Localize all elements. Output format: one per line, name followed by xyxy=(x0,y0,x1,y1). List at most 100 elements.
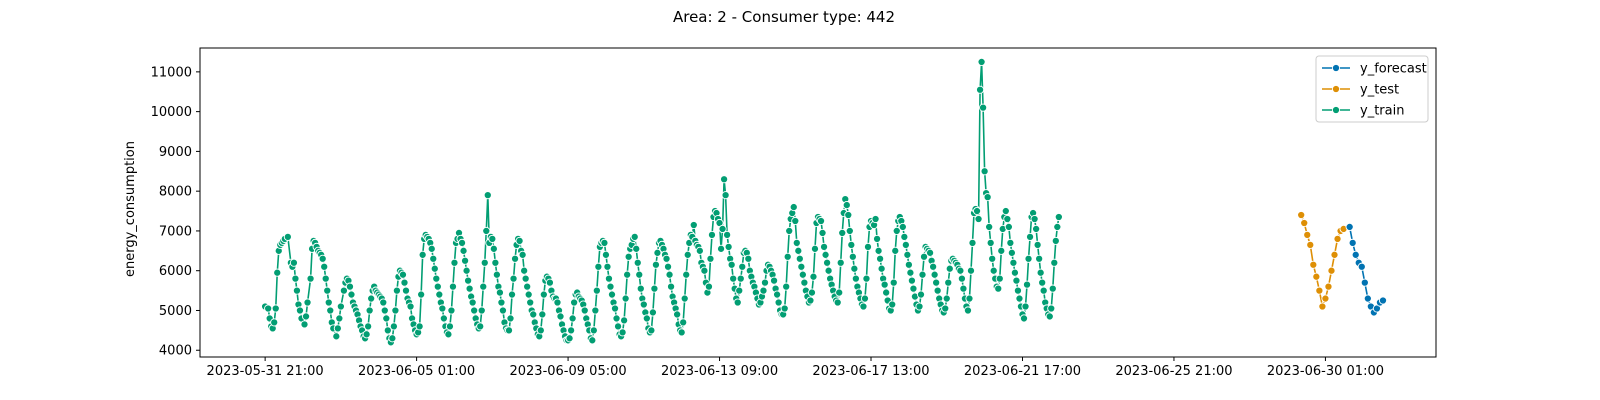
data-point xyxy=(651,260,660,269)
data-point xyxy=(1318,302,1327,311)
data-point xyxy=(457,238,467,247)
data-point xyxy=(1330,250,1339,259)
data-point xyxy=(738,262,747,271)
data-point xyxy=(904,260,913,269)
y-tick-label: 7000 xyxy=(159,224,192,239)
data-point xyxy=(1053,222,1062,232)
data-point xyxy=(736,274,745,283)
data-point xyxy=(380,306,389,315)
data-point xyxy=(432,274,441,283)
data-point xyxy=(809,272,818,281)
x-tick-label: 2023-06-17 13:00 xyxy=(812,364,929,379)
data-point xyxy=(1038,278,1047,287)
data-point xyxy=(859,302,868,311)
data-point xyxy=(963,306,973,315)
data-point xyxy=(836,258,845,267)
data-point xyxy=(1345,222,1354,232)
data-point xyxy=(1333,234,1342,243)
data-point xyxy=(704,282,713,291)
data-point xyxy=(523,282,532,291)
data-point xyxy=(335,314,344,323)
data-point xyxy=(539,290,548,299)
data-point xyxy=(1013,286,1022,295)
data-point xyxy=(800,278,809,287)
legend-item-y-test: y_test xyxy=(1322,83,1399,98)
data-point xyxy=(900,232,909,241)
data-point xyxy=(518,250,527,259)
data-point xyxy=(1048,284,1057,293)
x-tick-label: 2023-06-30 01:00 xyxy=(1267,364,1384,379)
data-point xyxy=(906,268,915,277)
data-point xyxy=(997,246,1006,255)
data-point xyxy=(1036,268,1045,277)
data-point xyxy=(524,290,533,299)
data-point xyxy=(695,246,704,255)
data-point xyxy=(488,234,497,243)
data-point xyxy=(1297,210,1306,220)
data-point xyxy=(667,282,676,291)
data-point xyxy=(479,282,488,291)
data-point xyxy=(871,214,880,224)
data-point xyxy=(306,274,315,283)
data-point xyxy=(1054,212,1063,222)
data-point xyxy=(1039,286,1048,295)
data-point xyxy=(495,288,504,297)
data-point xyxy=(406,302,415,311)
data-point xyxy=(339,286,348,295)
data-point xyxy=(612,314,621,323)
data-point xyxy=(785,226,794,235)
data-point xyxy=(482,226,491,235)
data-point xyxy=(797,262,806,271)
data-point xyxy=(707,230,717,239)
legend-label: y_forecast xyxy=(1360,62,1427,77)
data-point xyxy=(1022,280,1032,289)
data-point xyxy=(620,316,629,325)
data-point xyxy=(459,246,468,255)
data-point xyxy=(727,260,736,269)
data-point xyxy=(526,298,535,307)
data-point xyxy=(318,254,327,263)
data-point xyxy=(974,214,983,224)
legend: y_forecast y_test y_train xyxy=(1315,55,1429,123)
data-point xyxy=(820,242,829,251)
legend-item-y-forecast: y_forecast xyxy=(1322,62,1427,77)
data-point xyxy=(680,294,689,303)
axes: 4000 5000 6000 7000 8000 9000 10000 11000 2023-0… xyxy=(151,65,1384,379)
data-point xyxy=(807,288,816,297)
data-point xyxy=(324,298,333,307)
data-point xyxy=(415,322,424,331)
data-point xyxy=(642,314,651,323)
plot-area xyxy=(261,57,1388,347)
data-point xyxy=(979,103,988,112)
data-point xyxy=(976,85,985,94)
y-tick-label: 5000 xyxy=(159,304,192,319)
data-point xyxy=(465,284,474,293)
data-point xyxy=(929,262,938,271)
data-point xyxy=(477,306,486,315)
data-point xyxy=(945,264,954,273)
data-point xyxy=(679,318,688,327)
data-point xyxy=(720,175,729,184)
data-point xyxy=(1010,268,1019,277)
data-point xyxy=(632,244,641,253)
series-y-test xyxy=(1297,210,1348,311)
data-point xyxy=(1351,250,1360,259)
data-point xyxy=(647,326,656,335)
data-point xyxy=(1015,294,1024,303)
y-tick-label: 6000 xyxy=(159,264,192,279)
data-point xyxy=(700,266,709,275)
data-point xyxy=(303,298,312,307)
data-point xyxy=(565,334,574,343)
data-point xyxy=(863,242,873,251)
data-point xyxy=(1033,240,1042,249)
data-point xyxy=(498,306,507,315)
data-point xyxy=(1032,224,1041,233)
data-point xyxy=(391,306,400,315)
data-point xyxy=(1315,286,1324,295)
data-point xyxy=(570,298,579,307)
data-point xyxy=(876,254,885,263)
data-point xyxy=(633,258,642,267)
legend-swatch-marker xyxy=(1331,84,1341,94)
data-point xyxy=(989,266,998,275)
